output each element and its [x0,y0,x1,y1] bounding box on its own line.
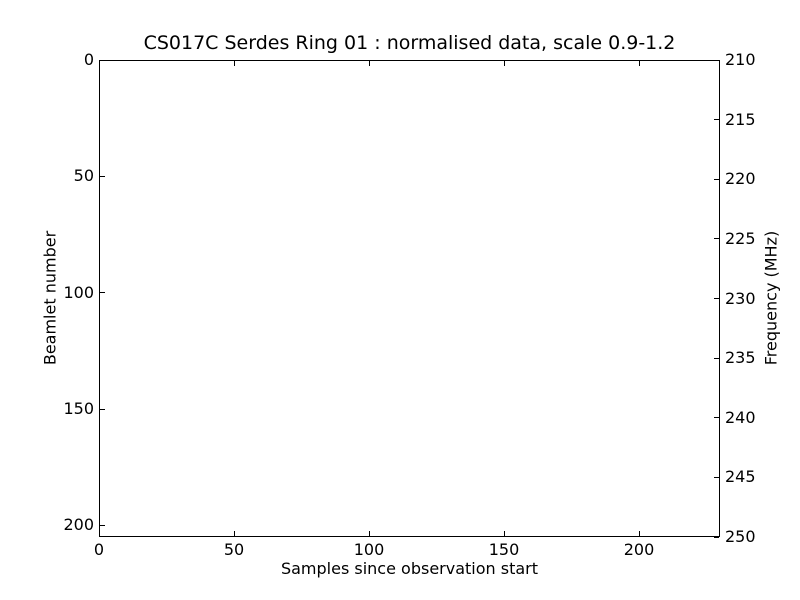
y-left-tick-label: 150 [63,399,94,419]
y-right-tick-label: 210 [725,50,756,69]
x-tick-mark-bottom [368,531,370,536]
y-right-tick-mark [714,59,719,61]
y-axis-label-right: Frequency (MHz) [761,230,781,366]
x-tick-mark-top [368,61,370,66]
y-right-tick-mark [714,357,719,359]
y-right-tick-label: 250 [725,527,756,546]
y-right-tick-label: 225 [725,228,756,248]
x-tick-mark-top [503,61,505,66]
y-left-tick-label: 100 [63,282,94,302]
y-left-tick-mark [100,175,105,177]
y-right-tick-label: 240 [725,407,756,427]
x-tick-mark-top [638,61,640,66]
x-tick-label: 50 [223,540,245,559]
y-right-tick-mark [714,298,719,299]
y-right-tick-label: 230 [725,288,756,308]
y-right-tick-mark [714,238,719,240]
y-right-tick-mark [714,536,719,538]
y-right-tick-mark [714,417,719,419]
y-left-tick-label: 50 [73,166,94,186]
y-right-tick-label: 245 [725,467,756,487]
y-left-tick-label: 0 [83,50,94,69]
y-right-tick-mark [714,476,719,478]
x-tick-label: 150 [488,540,520,559]
x-tick-label: 200 [623,540,655,559]
y-right-tick-label: 220 [725,169,756,189]
y-right-tick-mark [714,119,719,121]
y-left-tick-mark [100,59,105,61]
y-left-tick-label: 200 [63,515,94,535]
x-tick-label: 100 [353,540,385,559]
y-right-tick-label: 215 [725,109,756,129]
x-tick-mark-bottom [233,531,235,536]
plot-area [99,60,720,537]
x-tick-label: 0 [93,540,105,559]
y-left-tick-mark [100,408,105,410]
x-tick-mark-bottom [98,531,100,536]
chart-title: CS017C Serdes Ring 01 : normalised data,… [143,32,676,54]
x-axis-label: Samples since observation start [280,559,539,578]
x-tick-mark-bottom [638,531,640,536]
y-left-tick-mark [100,524,105,526]
y-right-tick-label: 235 [725,348,756,368]
y-right-tick-mark [714,178,719,180]
x-tick-mark-top [233,61,235,66]
x-tick-mark-bottom [503,531,505,536]
y-left-tick-mark [100,292,105,294]
x-tick-mark-top [98,61,100,66]
